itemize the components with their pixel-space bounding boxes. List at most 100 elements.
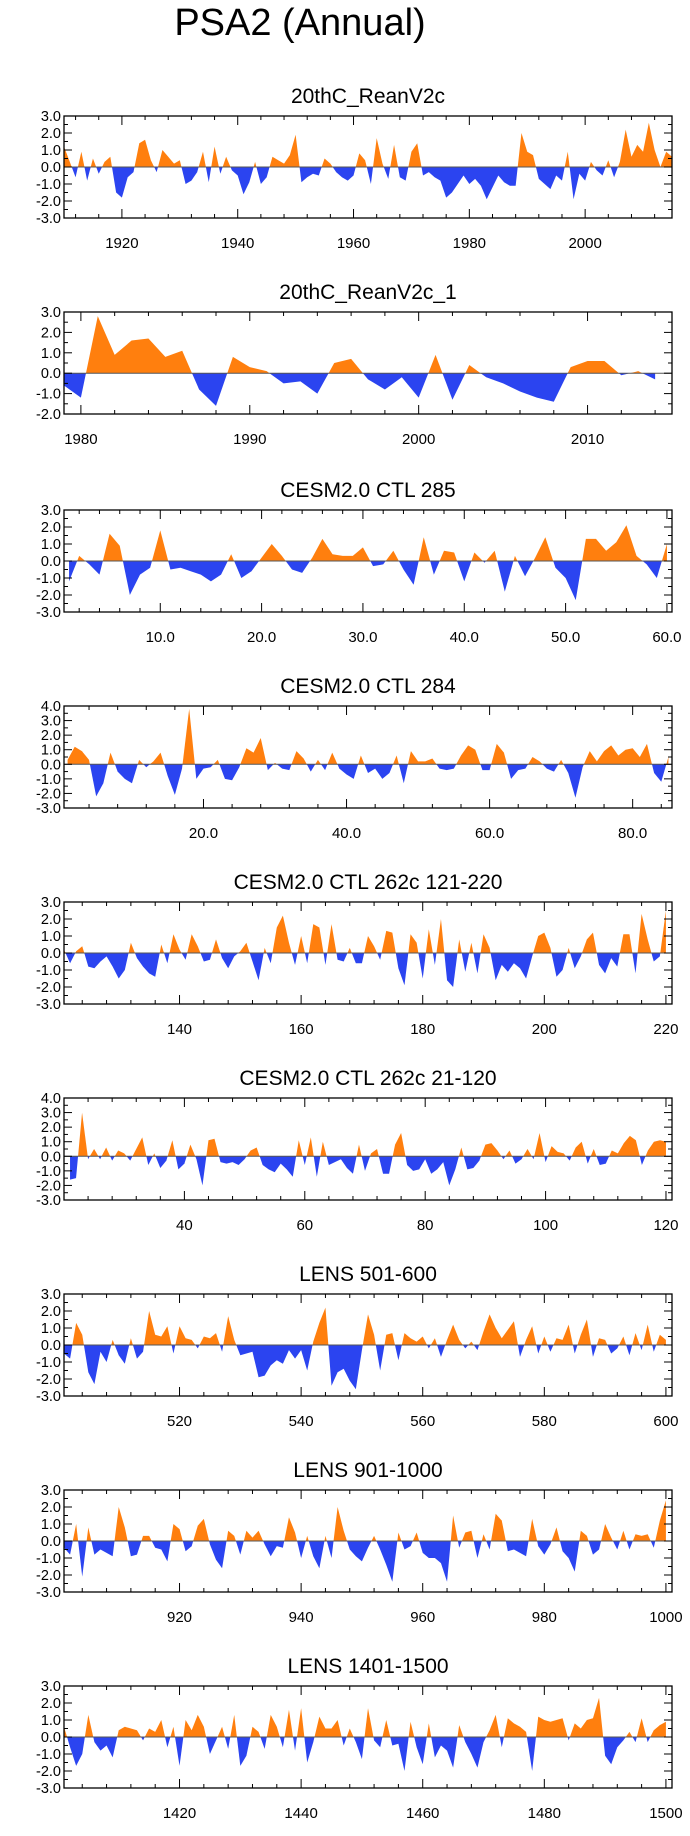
negative-area [419, 1541, 451, 1582]
y-tick-label: 2.0 [41, 728, 61, 744]
positive-area [428, 354, 443, 374]
positive-area [144, 1720, 166, 1737]
y-tick-label: 0.0 [41, 946, 61, 962]
x-tick-label: 1460 [406, 1805, 439, 1822]
x-tick-label: 1980 [453, 235, 486, 252]
positive-area [86, 1527, 92, 1541]
positive-area [346, 1728, 354, 1737]
positive-area [541, 1336, 548, 1345]
negative-area [65, 953, 76, 964]
x-tick-label: 40.0 [332, 825, 361, 842]
panel-2: 20thC_ReanV2c_1 -2.0 -1.0 0.0 1.0 2.0 3.0 1980 1… [36, 281, 673, 448]
negative-area [362, 373, 429, 398]
negative-area [328, 1345, 363, 1390]
negative-area [377, 953, 382, 960]
panel-title: CESM2.0 CTL 262c 121-220 [234, 871, 503, 894]
positive-area [364, 936, 378, 953]
negative-area [650, 1541, 656, 1548]
positive-area [480, 934, 491, 953]
positive-area [553, 1324, 573, 1345]
y-tick-label: 1.0 [41, 1517, 61, 1533]
negative-area [332, 167, 356, 181]
negative-area [351, 953, 365, 964]
positive-area [269, 134, 300, 167]
x-tick-label: 1990 [233, 431, 266, 448]
negative-area [559, 1541, 580, 1572]
positive-area [589, 161, 595, 167]
positive-area [617, 122, 672, 167]
x-tick-label: 80.0 [618, 825, 647, 842]
positive-area [571, 1141, 586, 1157]
negative-area [569, 167, 590, 200]
x-tick-label: 520 [167, 1413, 192, 1430]
positive-area [583, 743, 652, 765]
x-tick-label: 980 [532, 1609, 557, 1626]
negative-area [98, 1156, 102, 1160]
negative-area [394, 1345, 402, 1361]
y-tick-label: 0.0 [41, 160, 61, 176]
negative-area [626, 1345, 633, 1356]
y-tick-label: -3.0 [36, 1389, 61, 1405]
positive-area [328, 358, 363, 374]
negative-area [164, 764, 183, 795]
negative-area [512, 1156, 524, 1164]
positive-area [505, 1150, 513, 1157]
negative-area [596, 1156, 610, 1166]
positive-area [263, 947, 267, 953]
negative-area [418, 953, 426, 979]
positive-area [567, 360, 619, 374]
positive-area [632, 1534, 651, 1541]
positive-area [183, 1714, 207, 1737]
negative-area [302, 1156, 307, 1166]
positive-area [327, 924, 337, 953]
positive-area [479, 1314, 518, 1345]
negative-area [462, 1345, 469, 1349]
positive-area [117, 1726, 142, 1737]
positive-area [503, 1718, 527, 1737]
y-tick-label: 2.0 [41, 1500, 61, 1516]
negative-area [444, 953, 458, 987]
x-tick-label: 940 [289, 1609, 314, 1626]
x-tick-label: 1480 [528, 1805, 561, 1822]
positive-area [291, 751, 307, 765]
panel-title: CESM2.0 CTL 285 [280, 479, 455, 502]
panel-1: 20thC_ReanV2c -3.0-2.0-1.00.01.02.03.0 192… [36, 85, 673, 252]
y-tick-label: 1.0 [41, 143, 61, 159]
x-tick-label: 1960 [337, 235, 370, 252]
negative-area [490, 953, 534, 981]
x-tick-label: 160 [289, 1021, 314, 1038]
positive-area [605, 160, 611, 167]
negative-area [67, 1737, 85, 1766]
y-tick-label: -1.0 [36, 387, 61, 403]
negative-area [266, 764, 274, 771]
negative-area [414, 1737, 427, 1765]
y-tick-label: 1.0 [41, 743, 61, 759]
y-tick-label: 2.0 [41, 520, 61, 536]
y-tick-label: -1.0 [36, 1164, 61, 1180]
negative-area [526, 1737, 536, 1771]
positive-area [296, 1140, 303, 1157]
negative-area [626, 1541, 633, 1550]
positive-area [458, 1147, 464, 1157]
negative-area [181, 167, 199, 184]
positive-area [569, 1697, 604, 1737]
negative-area [269, 373, 329, 394]
negative-area [297, 1541, 306, 1558]
negative-area [542, 764, 559, 772]
x-tick-label: 60 [296, 1217, 313, 1234]
x-tick-label: 920 [167, 1609, 192, 1626]
positive-area [436, 919, 445, 953]
x-tick-label: 180 [410, 1021, 435, 1038]
y-tick-label: 2.0 [41, 1120, 61, 1136]
y-tick-label: -3.0 [36, 605, 61, 621]
negative-area [461, 953, 470, 972]
y-tick-label: 1.0 [41, 1321, 61, 1337]
y-tick-label: 3.0 [41, 109, 61, 125]
positive-area [250, 1726, 261, 1737]
negative-area [531, 1156, 535, 1160]
positive-area [355, 153, 367, 167]
negative-area [70, 1156, 79, 1180]
positive-area [211, 146, 219, 167]
negative-area [291, 953, 298, 965]
y-tick-label: 2.0 [41, 912, 61, 928]
